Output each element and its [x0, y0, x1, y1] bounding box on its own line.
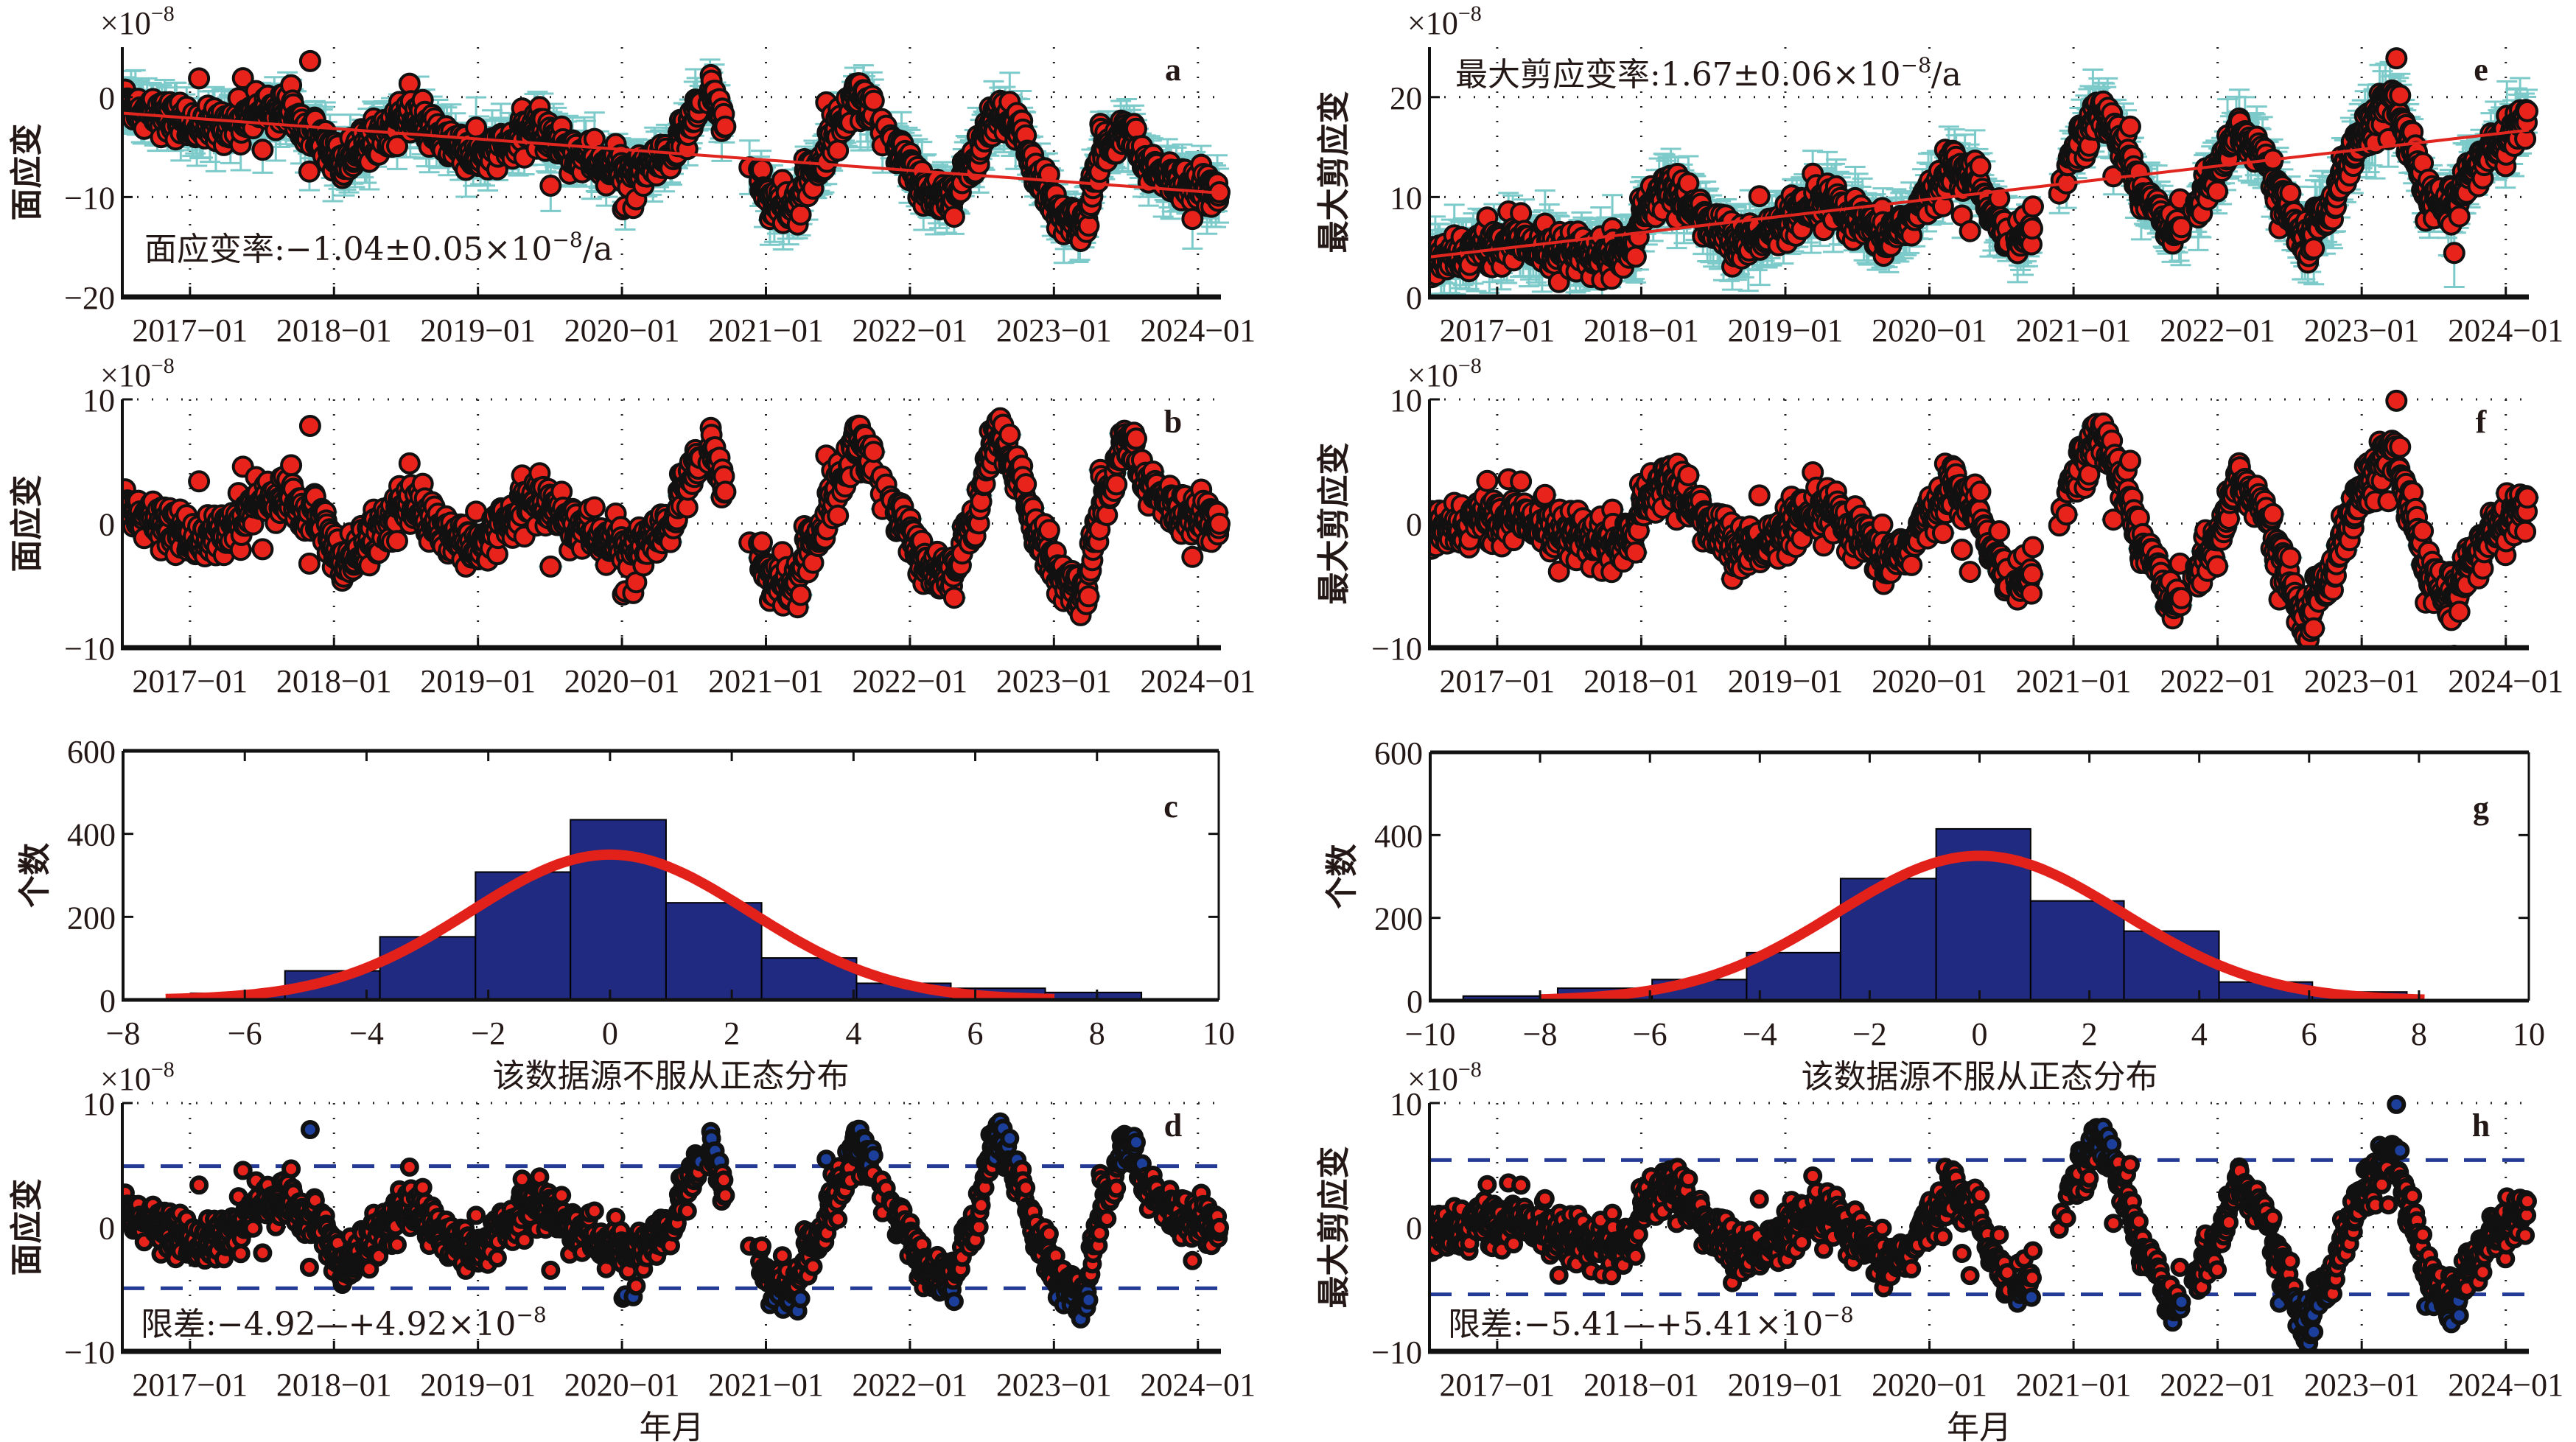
x-tick-label: 2017−01	[132, 312, 248, 349]
x-tick-label: 2018−01	[276, 312, 392, 349]
data-point	[827, 504, 850, 527]
y-tick-label: −10	[64, 180, 115, 216]
data-point	[280, 454, 303, 477]
x-tick-label: 2024−01	[1140, 312, 1256, 349]
data-point	[298, 415, 321, 437]
data-point	[298, 552, 321, 575]
data-point	[942, 206, 965, 228]
x-tick-label: 2023−01	[996, 312, 1112, 349]
data-point	[298, 49, 321, 72]
panel-b: 2017−01 2018−01 2019−01 2020−01 2021−01 2022−…	[8, 354, 1256, 699]
data-point	[789, 203, 812, 226]
data-point	[386, 530, 408, 553]
rate-exponent: −8	[552, 228, 582, 252]
data-point	[251, 139, 274, 161]
panel-label: a	[1165, 52, 1181, 88]
y-tick-label: −20	[64, 280, 115, 316]
data-point	[862, 441, 885, 463]
data-point	[386, 135, 408, 158]
data-point	[298, 160, 321, 183]
data-point	[751, 531, 773, 554]
data-point	[714, 115, 737, 138]
scale-exponent: −8	[151, 1, 175, 26]
y-tick-label: 0	[99, 80, 115, 116]
data-point	[714, 480, 737, 503]
data-point	[1181, 208, 1204, 231]
data-point	[583, 496, 606, 519]
data-point	[539, 175, 562, 197]
x-tick-label: 2022−01	[852, 312, 967, 349]
data-point	[539, 555, 562, 578]
rate-annotation: 面应变率:−1.04±0.05×10−8/a	[144, 228, 613, 268]
plot-area	[122, 49, 1231, 265]
trend-line	[122, 111, 1222, 195]
data-point	[188, 470, 211, 493]
data-point	[862, 89, 885, 112]
scale-base: ×10	[100, 5, 151, 41]
data-point	[789, 584, 812, 606]
rate-unit: /a	[583, 231, 613, 268]
data-point	[251, 538, 274, 561]
data-point	[751, 158, 773, 181]
data-point	[827, 139, 850, 162]
y-axis-label: 面应变	[8, 124, 46, 221]
data-point	[398, 452, 421, 475]
data-point	[231, 67, 254, 90]
x-tick-label: 2020−01	[564, 312, 680, 349]
data-points	[122, 407, 1231, 626]
rate-text: 面应变率:−1.04±0.05×10	[144, 231, 552, 268]
data-points	[122, 49, 1231, 252]
axis-scale-label: ×10−8	[100, 1, 175, 41]
data-point	[188, 67, 211, 90]
plot-area	[122, 407, 1231, 626]
x-tick-label: 2021−01	[708, 312, 824, 349]
panel-a: 2017−01 2018−01 2019−01 2020−01 2021−01 2022−…	[8, 1, 1256, 349]
x-tick-label: 2019−01	[420, 312, 536, 349]
